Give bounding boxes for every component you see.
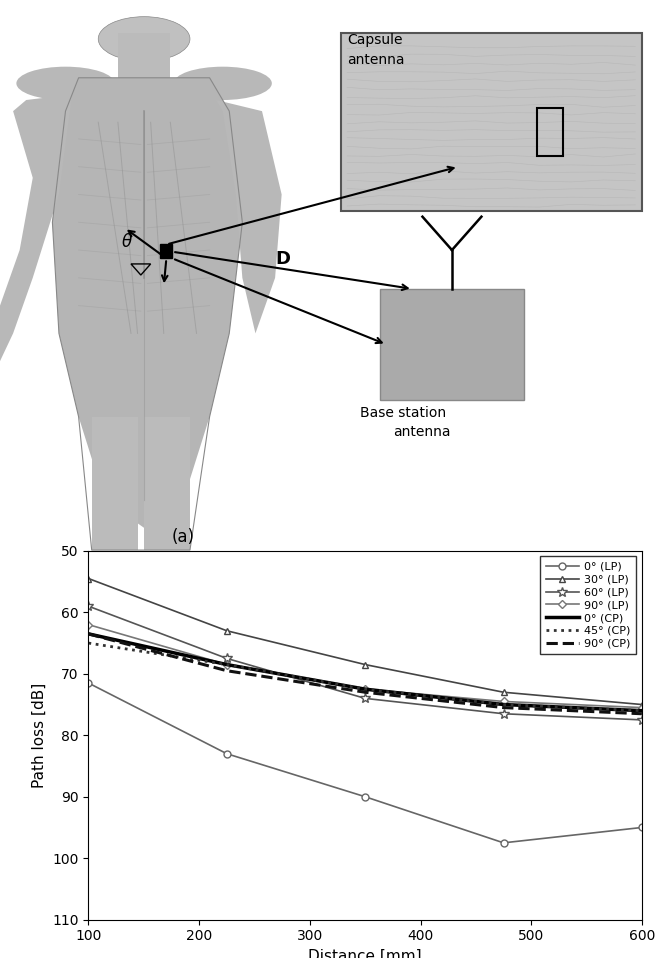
- 0° (LP): [638, 822, 646, 833]
- 90° (CP): [84, 628, 92, 640]
- Bar: [118, 34, 170, 78]
- 90° (CP): [223, 665, 231, 676]
- Bar: [380, 289, 524, 400]
- 30° (LP): [500, 687, 508, 698]
- 0° (CP): [638, 705, 646, 717]
- Ellipse shape: [98, 16, 190, 61]
- 60° (LP): [223, 652, 231, 664]
- Polygon shape: [144, 417, 190, 550]
- 60° (LP): [500, 708, 508, 719]
- 0° (LP): [223, 748, 231, 760]
- 60° (LP): [362, 693, 369, 704]
- 45° (CP): [500, 698, 508, 710]
- 90° (LP): [638, 702, 646, 714]
- Ellipse shape: [16, 67, 115, 100]
- Polygon shape: [52, 78, 242, 528]
- 60° (LP): [84, 601, 92, 612]
- Y-axis label: Path loss [dB]: Path loss [dB]: [31, 683, 47, 787]
- 90° (LP): [362, 683, 369, 695]
- 90° (CP): [500, 702, 508, 714]
- 90° (LP): [500, 696, 508, 707]
- X-axis label: Distance [mm]: Distance [mm]: [309, 949, 422, 958]
- Line: 0° (CP): 0° (CP): [88, 634, 642, 711]
- 90° (CP): [362, 687, 369, 698]
- Polygon shape: [0, 95, 72, 361]
- 0° (CP): [362, 683, 369, 695]
- 0° (LP): [500, 837, 508, 849]
- 90° (CP): [638, 708, 646, 719]
- Text: antenna: antenna: [347, 53, 405, 67]
- Line: 0° (LP): 0° (LP): [85, 679, 645, 846]
- 45° (CP): [362, 683, 369, 695]
- 0° (CP): [223, 659, 231, 671]
- Line: 60° (LP): 60° (LP): [84, 602, 646, 725]
- 45° (CP): [638, 705, 646, 717]
- Bar: [537, 108, 563, 155]
- Text: $\theta$: $\theta$: [121, 233, 133, 251]
- Polygon shape: [92, 417, 138, 550]
- 30° (LP): [638, 698, 646, 710]
- 45° (CP): [84, 637, 92, 649]
- Ellipse shape: [174, 67, 272, 100]
- Text: D: D: [275, 250, 290, 268]
- Text: (a): (a): [172, 528, 195, 546]
- Line: 45° (CP): 45° (CP): [88, 643, 642, 711]
- Text: Capsule: Capsule: [347, 34, 403, 48]
- Bar: [341, 34, 642, 211]
- Text: Base station: Base station: [360, 406, 446, 420]
- 30° (LP): [362, 659, 369, 671]
- Polygon shape: [216, 100, 282, 333]
- Line: 30° (LP): 30° (LP): [85, 575, 645, 708]
- Bar: [160, 244, 172, 259]
- Legend: 0° (LP), 30° (LP), 60° (LP), 90° (LP), 0° (CP), 45° (CP), 90° (CP): 0° (LP), 30° (LP), 60° (LP), 90° (LP), 0…: [540, 557, 637, 654]
- Text: antenna: antenna: [393, 425, 451, 439]
- 0° (CP): [500, 698, 508, 710]
- Line: 90° (CP): 90° (CP): [88, 634, 642, 714]
- Line: 90° (LP): 90° (LP): [86, 622, 645, 711]
- 30° (LP): [223, 625, 231, 636]
- 30° (LP): [84, 573, 92, 584]
- 0° (CP): [84, 628, 92, 640]
- 90° (LP): [84, 619, 92, 630]
- 60° (LP): [638, 714, 646, 725]
- 90° (LP): [223, 659, 231, 671]
- 0° (LP): [84, 677, 92, 689]
- Bar: [0, 11, 328, 556]
- 45° (CP): [223, 659, 231, 671]
- 0° (LP): [362, 791, 369, 803]
